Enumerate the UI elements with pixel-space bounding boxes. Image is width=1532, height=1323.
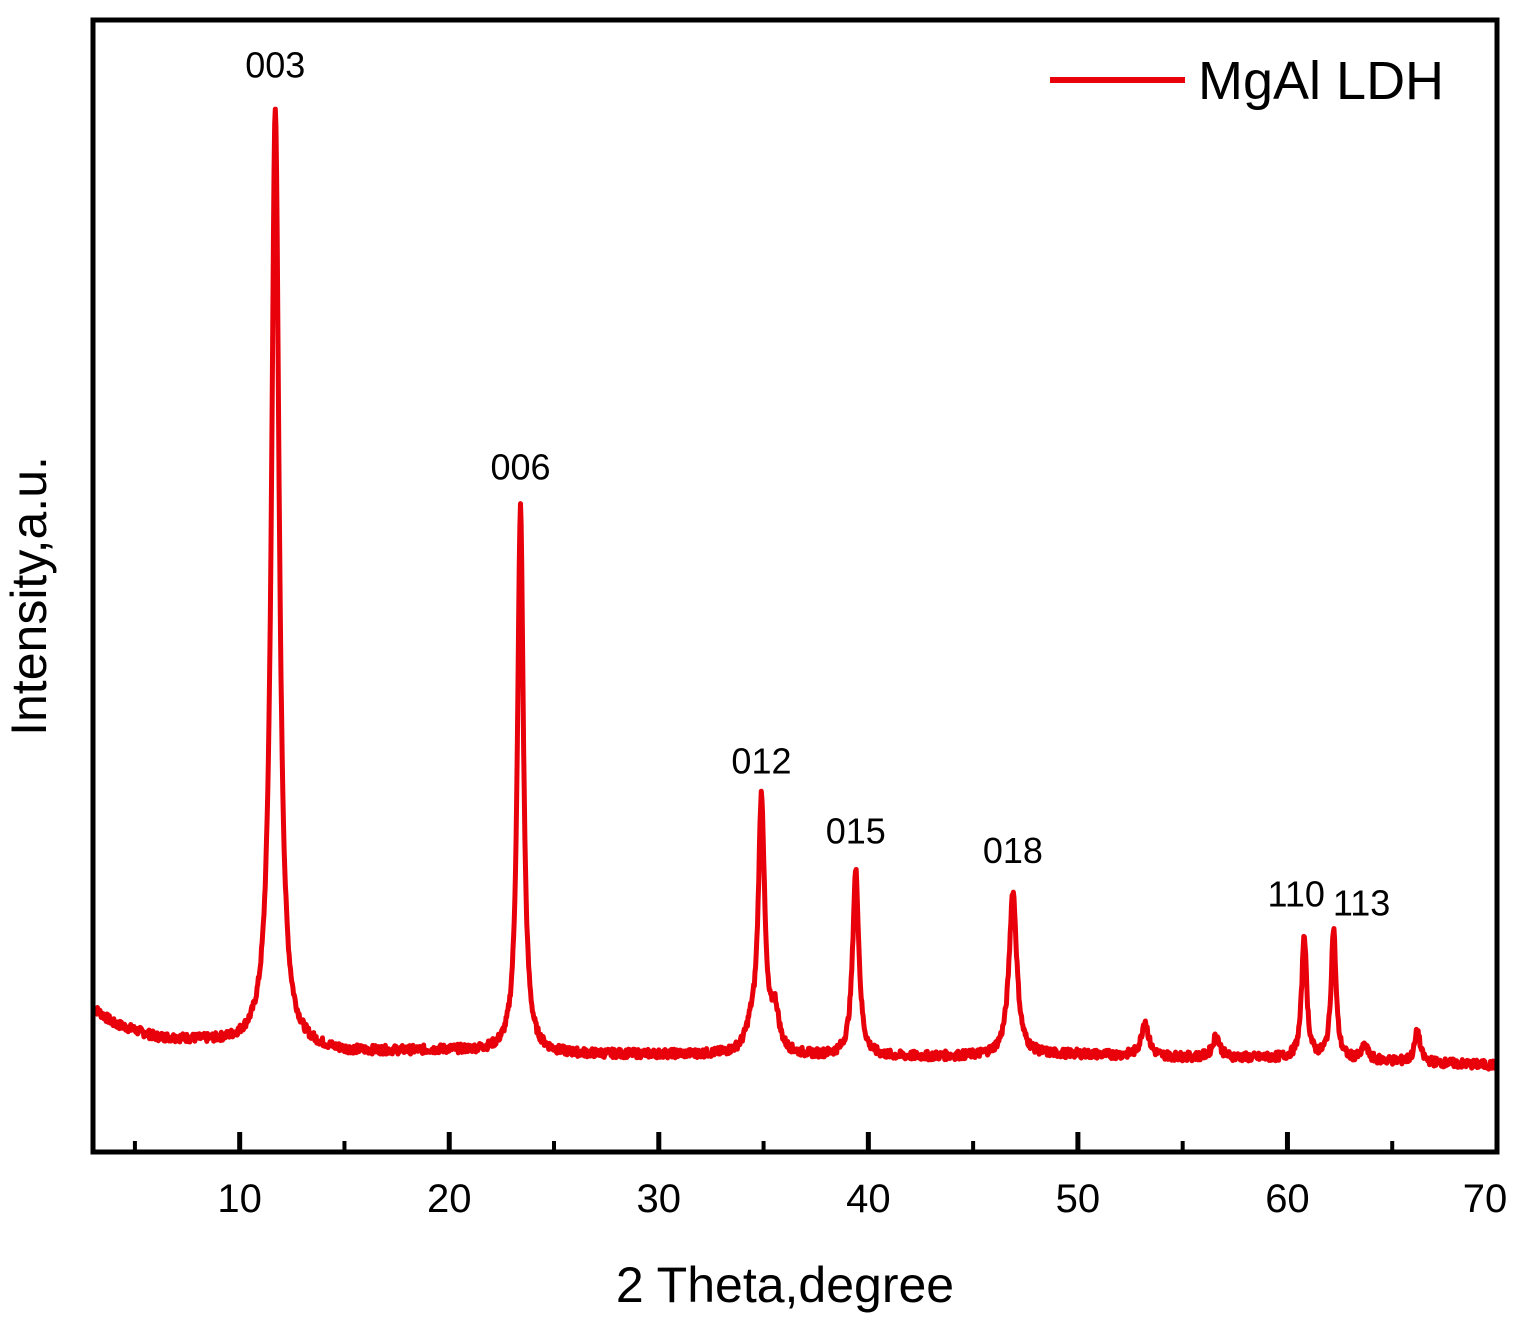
peak-labels: 003 006 012 015 018 110 113 <box>245 45 1390 924</box>
x-axis-ticks: 10 20 30 40 50 60 70 <box>132 1132 1508 1221</box>
x-tick-label-30: 30 <box>637 1177 682 1221</box>
series-line-mgal-ldh <box>91 106 1500 1072</box>
x-tick-label-60: 60 <box>1265 1177 1310 1221</box>
legend: MgAl LDH <box>1050 51 1444 111</box>
x-tick-label-70: 70 <box>1463 1177 1508 1221</box>
y-axis-title: Intensity,a.u. <box>1 456 57 736</box>
peak-label-003: 003 <box>245 45 305 86</box>
peak-label-006: 006 <box>490 446 550 487</box>
peak-label-113: 113 <box>1333 883 1390 924</box>
plot-frame <box>90 17 1500 1155</box>
peak-label-110: 110 <box>1268 873 1325 914</box>
peak-label-018: 018 <box>983 830 1043 871</box>
x-tick-label-10: 10 <box>217 1177 262 1221</box>
x-axis-title: 2 Theta,degree <box>616 1257 954 1313</box>
x-tick-label-40: 40 <box>846 1177 891 1221</box>
plot-area <box>91 106 1500 1072</box>
x-tick-label-50: 50 <box>1056 1177 1101 1221</box>
legend-entry-mgal-ldh: MgAl LDH <box>1198 51 1444 111</box>
peak-label-012: 012 <box>731 741 791 782</box>
peak-label-015: 015 <box>826 810 886 851</box>
x-tick-label-20: 20 <box>427 1177 472 1221</box>
